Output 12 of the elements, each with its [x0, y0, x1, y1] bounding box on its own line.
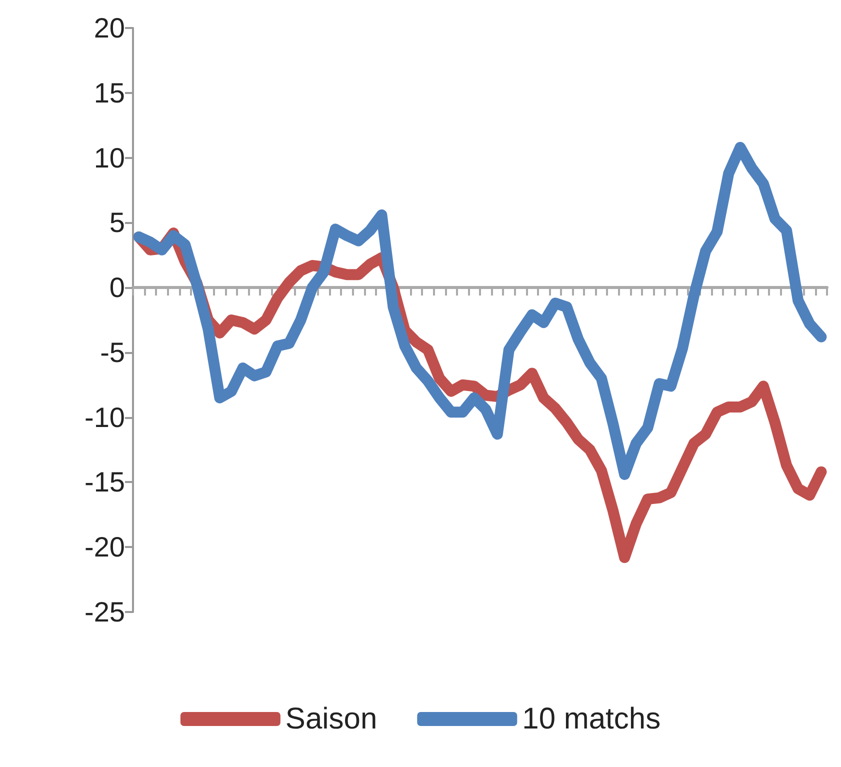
y-tick-label: -10 [84, 402, 125, 433]
y-tick-label: -15 [84, 466, 125, 498]
y-tick-label: -20 [84, 532, 125, 563]
y-tick-label: 5 [109, 207, 125, 238]
y-tick-label: 0 [109, 272, 125, 304]
y-tick-label: 10 [94, 142, 125, 174]
y-tick-label: -5 [100, 336, 125, 368]
y-tick-label: -25 [84, 596, 125, 628]
y-tick-label: 20 [94, 12, 125, 44]
legend-label: 10 matchs [522, 702, 661, 736]
legend-label: Saison [285, 702, 378, 736]
y-tick-label: 15 [94, 77, 125, 108]
